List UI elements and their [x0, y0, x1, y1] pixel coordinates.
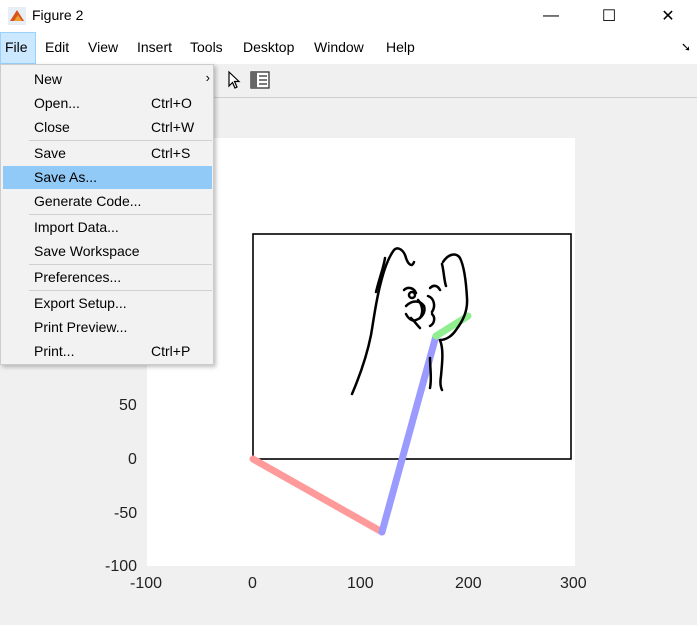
menu-item-label: Export Setup... — [34, 295, 127, 311]
menu-item-label: Save As... — [34, 169, 98, 185]
menu-bar: File Edit View Insert Tools Desktop Wind… — [0, 32, 697, 64]
maximize-button[interactable]: ☐ — [601, 8, 617, 25]
menu-item-label: Save — [34, 145, 66, 161]
property-inspector-icon[interactable] — [250, 70, 270, 90]
xtick-label: -100 — [130, 575, 163, 592]
title-bar: Figure 2 — ☐ ✕ — [0, 0, 697, 32]
menu-item-export-setup[interactable]: Export Setup... — [3, 292, 212, 315]
menu-window[interactable]: Window — [314, 39, 364, 55]
menu-item-close[interactable]: Close Ctrl+W — [3, 116, 212, 139]
menu-file-active[interactable] — [0, 32, 36, 64]
menu-item-generate-code[interactable]: Generate Code... — [3, 190, 212, 213]
menu-item-shortcut: Ctrl+P — [151, 343, 191, 359]
menu-item-label: New — [34, 71, 63, 87]
arm-segment-1 — [249, 455, 386, 536]
submenu-arrow-icon: › — [205, 70, 210, 85]
menu-item-shortcut: Ctrl+S — [151, 145, 191, 161]
menu-tools[interactable]: Tools — [190, 39, 223, 55]
menu-item-label: Generate Code... — [34, 193, 142, 209]
menu-item-preferences[interactable]: Preferences... — [3, 266, 212, 289]
xtick-label: 0 — [248, 575, 257, 592]
menu-edit[interactable]: Edit — [45, 39, 70, 55]
menu-item-save-as[interactable]: Save As... — [3, 166, 212, 189]
matlab-icon — [8, 7, 26, 25]
menu-item-open[interactable]: Open... Ctrl+O — [3, 92, 212, 115]
window-title: Figure 2 — [32, 7, 84, 23]
menu-item-label: Close — [34, 119, 70, 135]
menu-separator — [29, 214, 212, 215]
menu-separator — [29, 264, 212, 265]
xtick-label: 100 — [347, 575, 374, 592]
menu-item-label: Import Data... — [34, 219, 119, 235]
axes-area[interactable] — [147, 138, 575, 566]
menu-item-shortcut: Ctrl+O — [151, 95, 192, 111]
xtick-label: 200 — [455, 575, 482, 592]
ytick-label: 0 — [128, 451, 137, 468]
menu-item-label: Print Preview... — [34, 319, 128, 335]
menu-item-save-workspace[interactable]: Save Workspace — [3, 240, 212, 263]
llama-drawing — [350, 247, 469, 396]
menu-item-import-data[interactable]: Import Data... — [3, 216, 212, 239]
menu-item-label: Save Workspace — [34, 243, 140, 259]
menu-desktop[interactable]: Desktop — [243, 39, 295, 55]
menu-item-print[interactable]: Print... Ctrl+P — [3, 340, 212, 363]
menu-help[interactable]: Help — [386, 39, 415, 55]
menu-item-label: Print... — [34, 343, 75, 359]
ytick-label: 50 — [119, 397, 137, 414]
close-button[interactable]: ✕ — [661, 8, 675, 25]
dock-arrow-icon[interactable]: ➘ — [680, 40, 691, 54]
ytick-label: -100 — [105, 558, 138, 575]
menu-item-new[interactable]: New › — [3, 68, 212, 91]
arm-segment-2 — [378, 332, 440, 536]
menu-insert[interactable]: Insert — [137, 39, 173, 55]
menu-file[interactable]: File — [5, 39, 28, 55]
menu-item-shortcut: Ctrl+W — [151, 119, 195, 135]
xtick-label: 300 — [560, 575, 587, 592]
bounding-rectangle — [252, 233, 572, 460]
pointer-icon[interactable] — [224, 70, 244, 90]
menu-separator — [29, 290, 212, 291]
ytick-label: -50 — [114, 505, 138, 522]
file-dropdown-menu: New › Open... Ctrl+O Close Ctrl+W Save C… — [0, 64, 214, 365]
menu-item-label: Open... — [34, 95, 80, 111]
menu-item-print-preview[interactable]: Print Preview... — [3, 316, 212, 339]
menu-view[interactable]: View — [88, 39, 119, 55]
menu-separator — [29, 140, 212, 141]
menu-item-label: Preferences... — [34, 269, 122, 285]
minimize-button[interactable]: — — [543, 7, 559, 24]
menu-item-save[interactable]: Save Ctrl+S — [3, 142, 212, 165]
